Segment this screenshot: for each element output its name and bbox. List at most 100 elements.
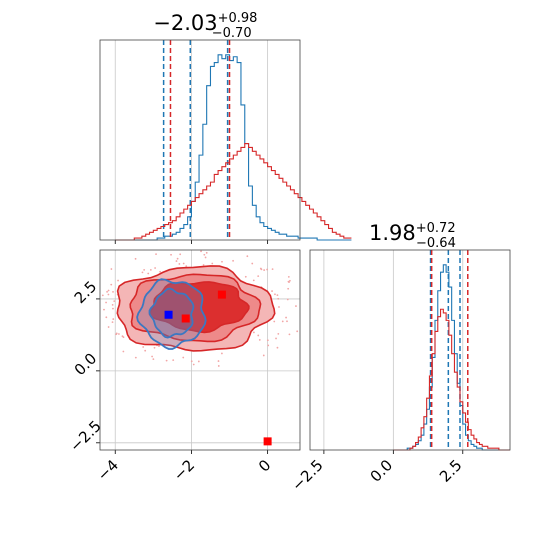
joint-sample-point bbox=[244, 275, 247, 278]
top-title-sub: −0.70 bbox=[212, 26, 252, 41]
joint-sample-point bbox=[110, 268, 113, 270]
right-title: 1.98+0.72 bbox=[369, 221, 456, 245]
joint-sample-point bbox=[296, 330, 299, 333]
joint-sample-point bbox=[273, 320, 276, 323]
joint-sample-point bbox=[178, 263, 181, 265]
joint-sample-point bbox=[179, 253, 182, 256]
joint-sample-point bbox=[112, 318, 115, 320]
joint-sample-point bbox=[134, 356, 137, 359]
joint-sample-point bbox=[276, 346, 279, 349]
joint-sample-point bbox=[182, 262, 185, 265]
joint-sample-point bbox=[112, 307, 114, 310]
panel-frame bbox=[309, 249, 511, 451]
joint-sample-point bbox=[147, 272, 150, 275]
joint-sample-point bbox=[281, 320, 284, 323]
top-left-histogram-panel: −2.03+0.98−0.70 bbox=[99, 11, 352, 244]
joint-sample-point bbox=[204, 256, 207, 259]
joint-sample-point bbox=[262, 354, 265, 357]
joint-sample-point bbox=[134, 257, 137, 260]
joint-sample-point bbox=[113, 300, 116, 303]
joint-ytick-label-0: −2.5 bbox=[66, 417, 104, 455]
joint-sample-point bbox=[257, 334, 260, 337]
joint-sample-point bbox=[286, 320, 288, 323]
joint-sample-point bbox=[105, 301, 107, 304]
joint-sample-point bbox=[197, 360, 200, 363]
joint-sample-point bbox=[276, 294, 279, 297]
joint-sample-point bbox=[172, 359, 175, 361]
joint-sample-point bbox=[190, 360, 193, 363]
joint-sample-point bbox=[217, 365, 220, 367]
joint-sample-point bbox=[278, 306, 280, 308]
joint-sample-point bbox=[117, 279, 119, 282]
joint-sample-point bbox=[105, 316, 108, 319]
joint-sample-point bbox=[149, 268, 152, 271]
joint-sample-point bbox=[142, 346, 145, 348]
top-series-1-histogram bbox=[115, 142, 352, 241]
joint-sample-point bbox=[143, 268, 146, 271]
joint-sample-point bbox=[152, 358, 155, 361]
joint-contour-panel: −4 −2 0 −2.5 0.0 2.5 bbox=[66, 249, 301, 484]
joint-sample-point bbox=[154, 267, 157, 269]
joint-sample-point bbox=[258, 339, 261, 341]
joint-ytick-label-2: 2.5 bbox=[71, 278, 101, 308]
top-series-0-histogram bbox=[115, 54, 352, 241]
joint-sample-point bbox=[288, 281, 290, 283]
joint-sample-point bbox=[202, 264, 205, 266]
joint-sample-point bbox=[107, 326, 110, 328]
right-series-0-histogram bbox=[393, 264, 510, 451]
joint-marker-2 bbox=[217, 290, 226, 299]
joint-sample-point bbox=[267, 344, 270, 347]
joint-sample-point bbox=[205, 251, 208, 254]
joint-sample-point bbox=[220, 352, 223, 355]
joint-sample-point bbox=[170, 253, 172, 256]
joint-sample-point bbox=[287, 275, 290, 278]
bottom-right-histogram-panel: −2.5 0.0 2.5 1.98+0.72−0.64 bbox=[288, 221, 511, 495]
joint-sample-point bbox=[110, 283, 113, 286]
joint-sample-point bbox=[266, 268, 268, 271]
joint-xtick-label-0: −4 bbox=[94, 456, 122, 484]
joint-sample-point bbox=[271, 290, 273, 292]
right-title-sub: −0.64 bbox=[416, 236, 456, 251]
joint-sample-point bbox=[111, 303, 114, 306]
joint-sample-point bbox=[151, 355, 154, 358]
joint-sample-point bbox=[277, 297, 280, 300]
joint-sample-point bbox=[275, 337, 277, 340]
joint-sample-point bbox=[106, 290, 108, 293]
joint-sample-point bbox=[252, 279, 255, 282]
joint-sample-point bbox=[155, 253, 157, 256]
joint-sample-point bbox=[185, 265, 188, 268]
joint-marker-1 bbox=[181, 314, 190, 323]
joint-sample-point bbox=[107, 289, 110, 292]
joint-sample-point bbox=[211, 262, 214, 265]
joint-sample-point bbox=[158, 345, 160, 348]
joint-sample-point bbox=[112, 290, 114, 293]
joint-sample-point bbox=[203, 253, 206, 256]
joint-sample-point bbox=[251, 262, 254, 265]
joint-marker-3 bbox=[263, 437, 272, 446]
joint-sample-point bbox=[159, 270, 161, 273]
joint-sample-point bbox=[121, 335, 124, 338]
joint-sample-point bbox=[122, 350, 125, 353]
joint-sample-point bbox=[192, 363, 195, 366]
joint-sample-point bbox=[266, 339, 269, 342]
joint-sample-point bbox=[252, 331, 255, 334]
panel-frame bbox=[99, 249, 301, 451]
joint-sample-point bbox=[141, 271, 144, 274]
joint-sample-point bbox=[295, 305, 297, 307]
joint-sample-point bbox=[260, 268, 263, 271]
joint-sample-point bbox=[200, 250, 202, 253]
right-xtick-label-0: −2.5 bbox=[288, 456, 326, 494]
joint-sample-point bbox=[221, 260, 223, 263]
joint-sample-point bbox=[257, 275, 260, 278]
joint-sample-point bbox=[263, 269, 266, 271]
joint-sample-point bbox=[182, 356, 185, 359]
joint-ytick-label-1: 0.0 bbox=[71, 349, 101, 379]
joint-sample-point bbox=[246, 255, 249, 258]
right-xtick-label-2: 2.5 bbox=[436, 456, 466, 486]
joint-sample-point bbox=[111, 321, 114, 324]
joint-sample-point bbox=[118, 333, 120, 335]
joint-sample-point bbox=[217, 360, 220, 362]
joint-sample-point bbox=[289, 279, 291, 282]
joint-sample-point bbox=[285, 316, 287, 319]
